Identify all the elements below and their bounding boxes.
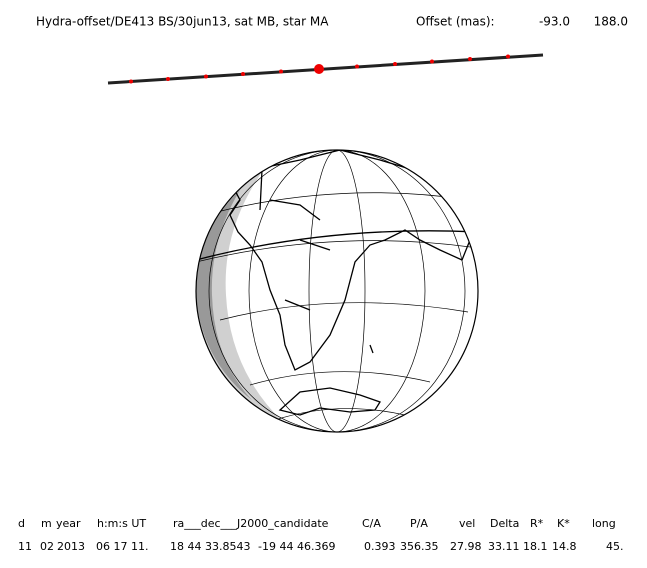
- track: [107, 53, 544, 85]
- column-header: R*: [530, 517, 544, 530]
- cell: -19 44 46.369: [258, 540, 335, 553]
- cell: 18.1: [523, 540, 548, 553]
- offset-value: -93.0: [539, 15, 570, 29]
- cell: 27.98: [450, 540, 482, 553]
- column-header: K*: [557, 517, 570, 530]
- cell: 11: [18, 540, 32, 553]
- title: Hydra-offset/DE413 BS/30jun13, sat MB, s…: [36, 15, 329, 29]
- cell: 2013: [57, 540, 85, 553]
- column-header: long: [592, 517, 616, 530]
- cell: 18 44 33.8543: [170, 540, 250, 553]
- cell: 02: [40, 540, 54, 553]
- offset-label: Offset (mas):: [416, 15, 495, 29]
- globe: [195, 149, 479, 433]
- table-row: 11 02 2013 06 17 11. 18 44 33.8543 -19 4…: [18, 540, 624, 553]
- column-header: m: [41, 517, 52, 530]
- column-header: d: [18, 517, 25, 530]
- column-header: h:m:s UT: [97, 517, 146, 530]
- column-header: Delta: [490, 517, 519, 530]
- cell: 14.8: [552, 540, 577, 553]
- cell: 356.35: [400, 540, 439, 553]
- column-header: ra___dec___J2000_candidate: [173, 517, 329, 530]
- cell: 0.393: [364, 540, 396, 553]
- column-header: year: [56, 517, 81, 530]
- offset-value: 188.0: [594, 15, 628, 29]
- column-header: vel: [459, 517, 475, 530]
- cell: 45.: [606, 540, 624, 553]
- column-header: C/A: [362, 517, 381, 530]
- cell: 33.11: [488, 540, 520, 553]
- table-header: d m year h:m:s UT ra___dec___J2000_candi…: [18, 517, 616, 530]
- column-header: P/A: [410, 517, 428, 530]
- cell: 06 17 11.: [96, 540, 148, 553]
